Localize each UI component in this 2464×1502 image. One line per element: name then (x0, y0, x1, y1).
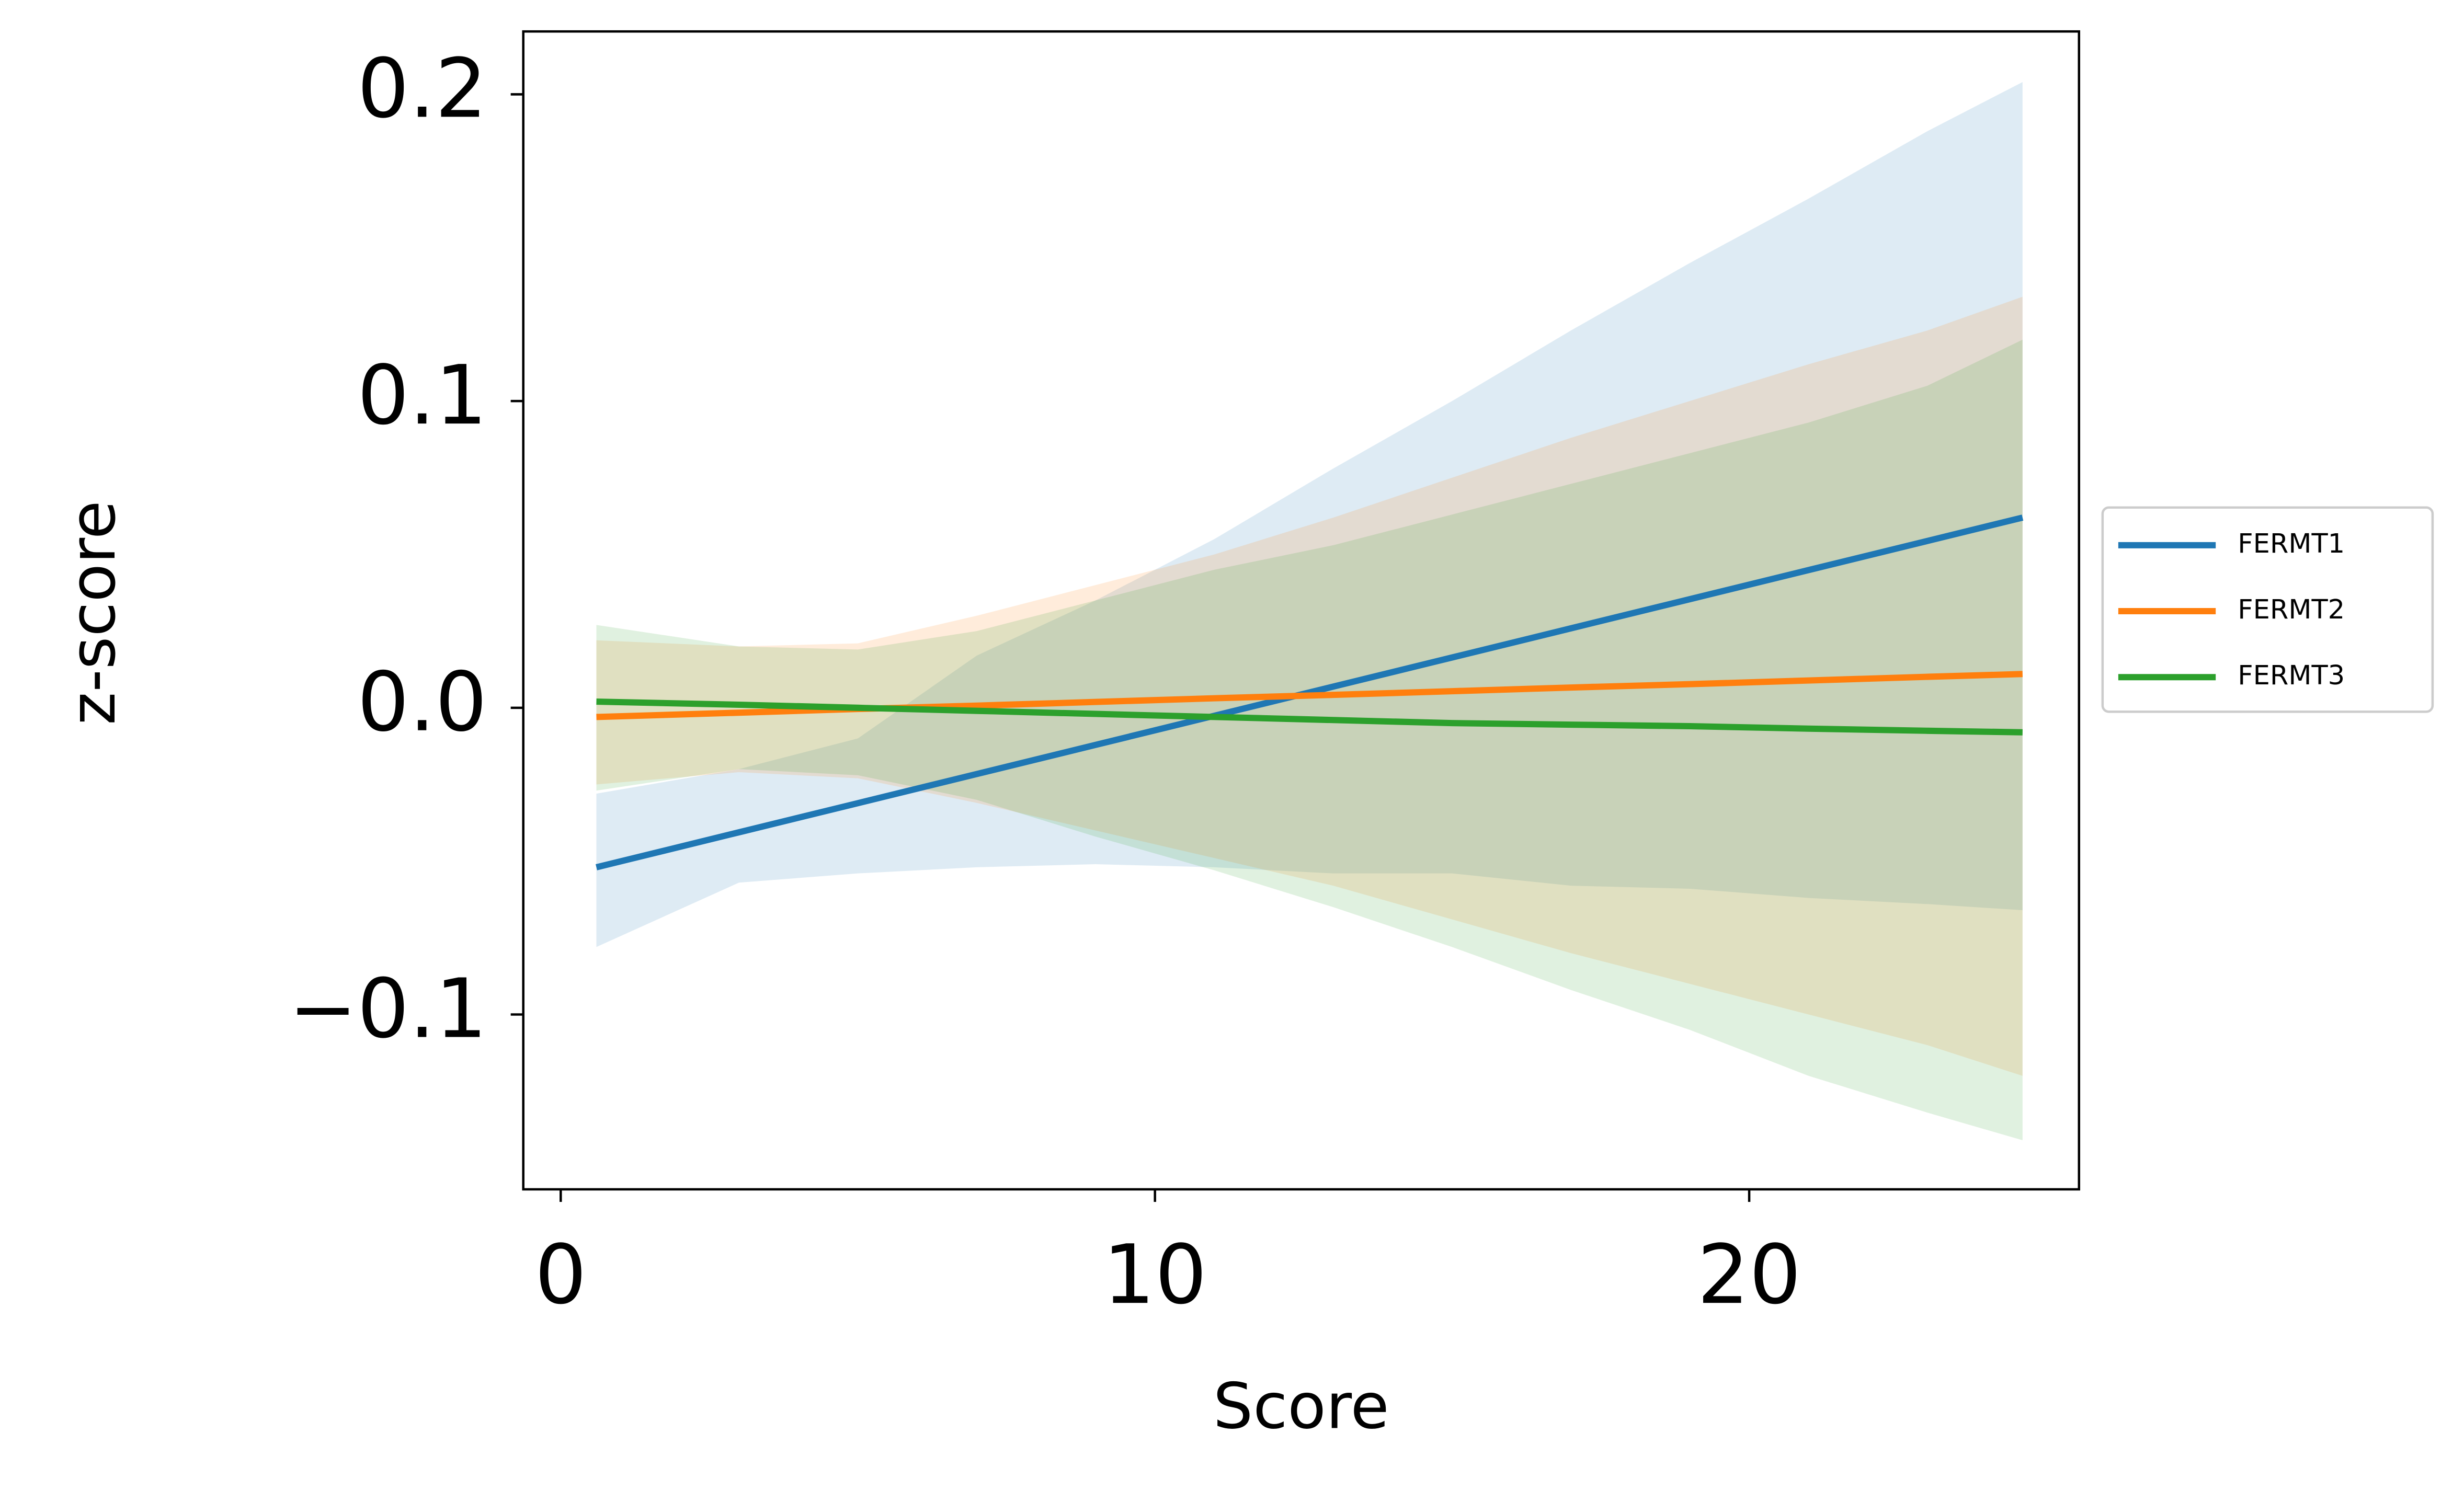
y-tick-label: 0.1 (357, 348, 487, 443)
legend-box (2101, 506, 2434, 713)
y-axis-label: z-score (56, 500, 130, 725)
confidence-band (596, 296, 2023, 1076)
x-tick-label: 20 (1697, 1227, 1801, 1322)
y-tick-label: 0.2 (357, 41, 487, 136)
line (596, 698, 2023, 736)
legend-label: FERMT3 (2238, 660, 2345, 691)
confidence-band (596, 82, 2023, 947)
legend-label: FERMT1 (2238, 529, 2345, 559)
x-axis-label: Score (1213, 1370, 1389, 1443)
plot-frame (522, 30, 2081, 1191)
y-tick-label: 0.0 (357, 655, 487, 750)
y-tick-label: −0.1 (289, 961, 487, 1056)
x-tick-label: 10 (1103, 1227, 1207, 1322)
x-tick-label: 0 (535, 1227, 587, 1322)
legend-label: FERMT2 (2238, 594, 2345, 625)
line (596, 514, 2024, 870)
confidence-band (596, 339, 2023, 1141)
